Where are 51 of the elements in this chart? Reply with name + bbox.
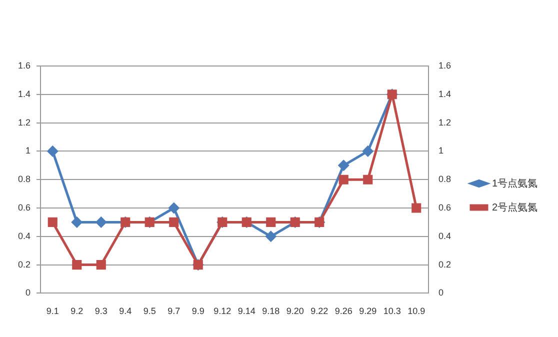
x-tick-label: 9.7: [168, 306, 180, 316]
point: [338, 160, 349, 171]
x-tick-label: 9.20: [286, 306, 304, 316]
x-tick-label: 9.5: [143, 306, 156, 316]
x-tick-label: 9.18: [262, 306, 280, 316]
point: [266, 217, 276, 227]
x-tick-label: 10.3: [383, 306, 401, 316]
y-tick-label: 1.4: [18, 88, 31, 99]
y2-tick-label: 1.2: [438, 117, 452, 128]
x-tick-label: 9.29: [359, 306, 377, 316]
y-tick-label: 0.2: [18, 259, 31, 270]
point: [96, 260, 106, 270]
point: [266, 231, 276, 242]
y-tick-label: 1.6: [18, 60, 31, 70]
y2-tick-label: 1.6: [438, 60, 452, 70]
point: [363, 174, 373, 184]
y2-tick-label: 0.6: [438, 202, 452, 212]
y-tick-label: 0.4: [18, 230, 31, 241]
y2-tick-label: 0: [438, 288, 444, 298]
x-tick-label: 9.3: [94, 306, 108, 316]
y2-tick-label: 0.8: [438, 174, 452, 184]
point: [72, 260, 82, 270]
y2-tick-label: 0.2: [438, 259, 452, 270]
point: [169, 217, 179, 227]
point: [338, 174, 348, 184]
point: [47, 146, 58, 156]
point: [362, 146, 374, 156]
point: [72, 216, 82, 228]
x-tick-label: 9.14: [238, 306, 256, 316]
x-tick-label: 9.22: [310, 306, 328, 316]
point: [168, 202, 180, 214]
x-tick-label: 9.2: [70, 306, 84, 316]
legend-label: 1号点氨氮: [492, 177, 538, 190]
x-tick-label: 9.26: [334, 306, 352, 316]
y-tick-label: 1.2: [18, 117, 31, 128]
x-tick-label: 9.4: [119, 306, 132, 316]
y-tick-label: 1: [25, 146, 31, 156]
y-tick-label: 0.6: [18, 202, 31, 212]
x-tick-label: 9.12: [214, 306, 232, 316]
x-tick-label: 10.9: [408, 306, 426, 316]
x-tick-label: 9.1: [46, 306, 59, 316]
y2-tick-label: 1.4: [438, 88, 452, 99]
legend-label: 2号点氨氮: [492, 201, 538, 214]
point: [48, 217, 58, 227]
y-tick-label: 0: [25, 288, 31, 298]
y2-tick-label: 0.4: [438, 230, 452, 241]
point: [96, 216, 106, 228]
point: [412, 203, 422, 213]
x-tick-label: 9.9: [192, 306, 204, 316]
y2-tick-label: 1: [438, 146, 444, 156]
y-tick-label: 0.8: [18, 174, 31, 184]
